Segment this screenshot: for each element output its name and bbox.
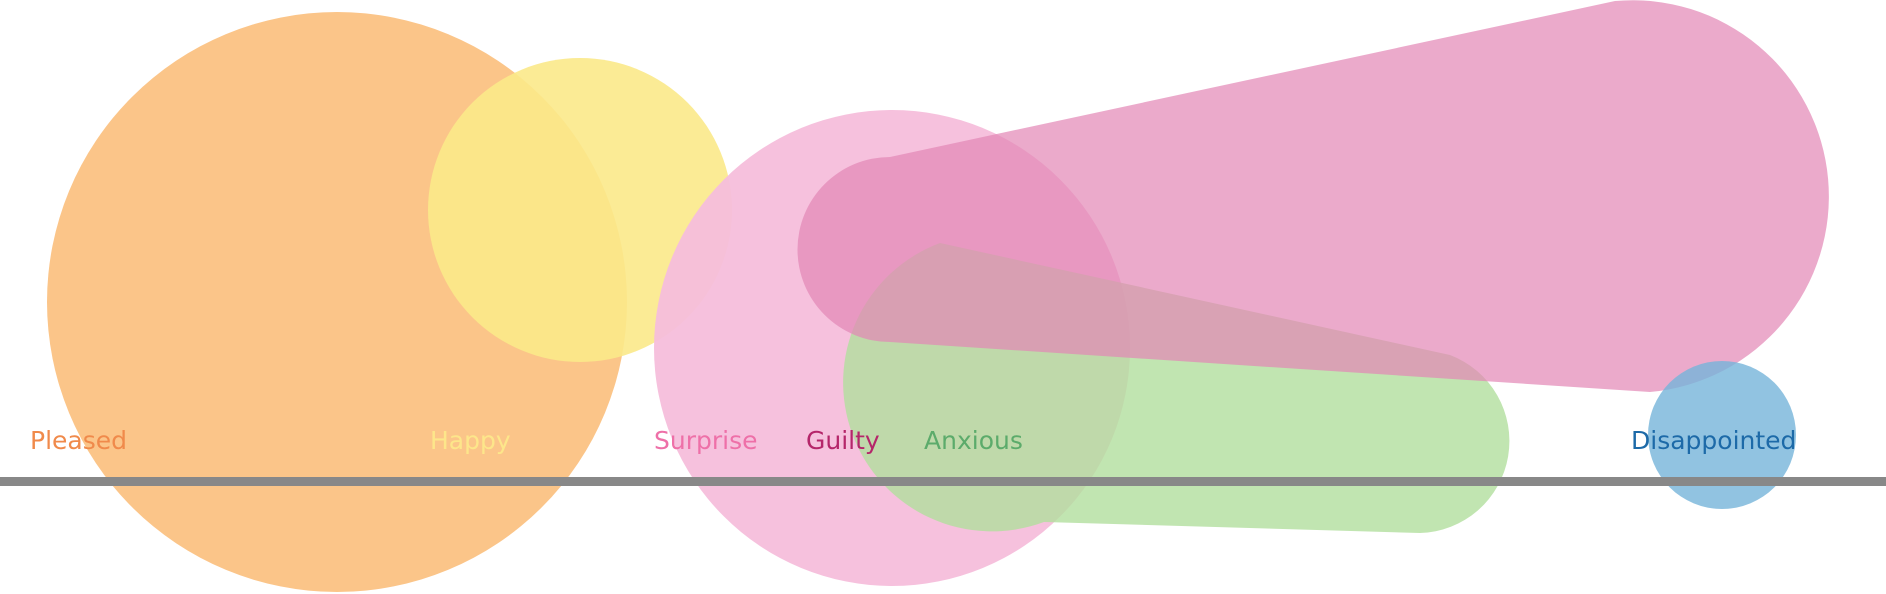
happy-blob: [428, 58, 732, 362]
label-happy: Happy: [430, 426, 511, 455]
guilty-blob: [797, 0, 1829, 392]
label-guilty: Guilty: [806, 426, 880, 455]
disappointed-blob: [1648, 361, 1796, 509]
label-anxious: Anxious: [924, 426, 1023, 455]
label-surprise: Surprise: [654, 426, 758, 455]
baseline: [0, 477, 1886, 486]
label-pleased: Pleased: [30, 426, 127, 455]
label-disappointed: Disappointed: [1631, 426, 1796, 455]
